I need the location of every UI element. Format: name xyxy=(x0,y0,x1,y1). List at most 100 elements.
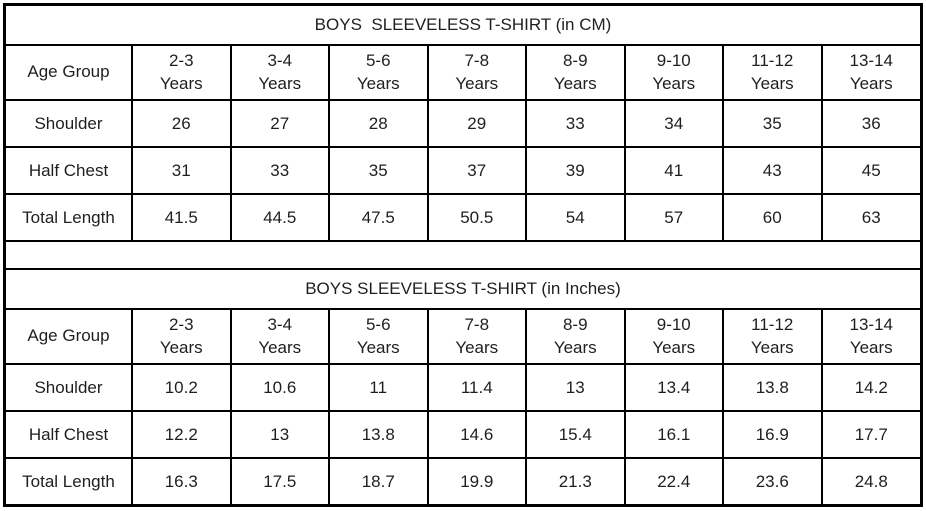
column-header-age: 8-9 Years xyxy=(525,44,626,101)
column-header-age: 9-10 Years xyxy=(623,44,724,101)
measurement-value: 37 xyxy=(426,146,527,195)
age-unit: Years xyxy=(455,73,499,93)
age-unit: Years xyxy=(455,337,499,357)
table-row: BOYS SLEEVELESS T-SHIRT (in CM) xyxy=(5,5,921,46)
column-header-age: 11-12 Years xyxy=(722,308,823,365)
age-unit: Years xyxy=(553,337,597,357)
measurement-value: 18.7 xyxy=(328,457,429,505)
age-range: 8-9 xyxy=(562,314,588,334)
column-header-age: 13-14 Years xyxy=(820,44,921,101)
row-label-total-length: Total Length xyxy=(5,457,133,505)
age-range: 13-14 xyxy=(849,50,893,70)
measurement-value: 17.7 xyxy=(820,410,921,459)
measurement-value: 28 xyxy=(328,99,429,148)
measurement-value: 13.4 xyxy=(623,363,724,412)
measurement-value: 16.1 xyxy=(623,410,724,459)
measurement-value: 23.6 xyxy=(722,457,823,505)
measurement-value: 10.2 xyxy=(131,363,232,412)
age-range: 5-6 xyxy=(365,314,391,334)
measurement-value: 13.8 xyxy=(722,363,823,412)
measurement-value: 41 xyxy=(623,146,724,195)
column-header-age: 8-9 Years xyxy=(525,308,626,365)
age-unit: Years xyxy=(750,337,794,357)
measurement-value: 43 xyxy=(722,146,823,195)
measurement-value: 33 xyxy=(525,99,626,148)
size-table-inches: BOYS SLEEVELESS T-SHIRT (in Inches) Age … xyxy=(5,269,921,505)
measurement-value: 45 xyxy=(820,146,921,195)
measurement-value: 35 xyxy=(722,99,823,148)
measurement-value: 29 xyxy=(426,99,527,148)
age-range: 3-4 xyxy=(267,50,293,70)
measurement-value: 54 xyxy=(525,193,626,241)
row-label-shoulder: Shoulder xyxy=(5,363,133,412)
age-unit: Years xyxy=(652,73,696,93)
age-unit: Years xyxy=(356,73,400,93)
age-unit: Years xyxy=(553,73,597,93)
column-header-age: 5-6 Years xyxy=(328,308,429,365)
age-unit: Years xyxy=(159,73,203,93)
row-label-half-chest: Half Chest xyxy=(5,146,133,195)
measurement-value: 39 xyxy=(525,146,626,195)
age-unit: Years xyxy=(849,337,893,357)
age-unit: Years xyxy=(159,337,203,357)
measurement-value: 31 xyxy=(131,146,232,195)
measurement-value: 16.3 xyxy=(131,457,232,505)
measurement-value: 35 xyxy=(328,146,429,195)
age-range: 11-12 xyxy=(751,50,794,70)
measurement-value: 33 xyxy=(229,146,330,195)
age-unit: Years xyxy=(750,73,794,93)
age-unit: Years xyxy=(258,73,302,93)
measurement-value: 14.6 xyxy=(426,410,527,459)
column-header-age: 3-4 Years xyxy=(229,44,330,101)
measurement-value: 13 xyxy=(229,410,330,459)
table-row: Total Length 16.3 17.5 18.7 19.9 21.3 22… xyxy=(5,457,921,505)
age-range: 9-10 xyxy=(656,50,691,70)
column-header-age: 11-12 Years xyxy=(722,44,823,101)
measurement-value: 60 xyxy=(722,193,823,241)
measurement-value: 34 xyxy=(623,99,724,148)
measurement-value: 11.4 xyxy=(426,363,527,412)
table-row: Shoulder 26 27 28 29 33 34 35 36 xyxy=(5,99,921,148)
column-header-age: 7-8 Years xyxy=(426,44,527,101)
measurement-value: 15.4 xyxy=(525,410,626,459)
corner-header-age-group: Age Group xyxy=(5,44,133,101)
age-range: 2-3 xyxy=(168,314,194,334)
age-range: 3-4 xyxy=(267,314,293,334)
age-range: 7-8 xyxy=(464,314,490,334)
age-range: 7-8 xyxy=(464,50,490,70)
age-unit: Years xyxy=(356,337,400,357)
age-range: 13-14 xyxy=(849,314,893,334)
column-header-age: 5-6 Years xyxy=(328,44,429,101)
age-range: 2-3 xyxy=(168,50,194,70)
age-range: 5-6 xyxy=(365,50,391,70)
age-range: 9-10 xyxy=(656,314,691,334)
table-row: Shoulder 10.2 10.6 11 11.4 13 13.4 13.8 … xyxy=(5,363,921,412)
column-header-age: 7-8 Years xyxy=(426,308,527,365)
column-header-age: 3-4 Years xyxy=(229,308,330,365)
table-row: BOYS SLEEVELESS T-SHIRT (in Inches) xyxy=(5,269,921,310)
table-spacer xyxy=(6,240,920,270)
column-header-age: 9-10 Years xyxy=(623,308,724,365)
measurement-value: 26 xyxy=(131,99,232,148)
column-header-age: 13-14 Years xyxy=(820,308,921,365)
measurement-value: 13 xyxy=(525,363,626,412)
measurement-value: 63 xyxy=(820,193,921,241)
measurement-value: 47.5 xyxy=(328,193,429,241)
measurement-value: 44.5 xyxy=(229,193,330,241)
column-header-age: 2-3 Years xyxy=(131,44,232,101)
measurement-value: 24.8 xyxy=(820,457,921,505)
age-range: 8-9 xyxy=(562,50,588,70)
table-row: Half Chest 12.2 13 13.8 14.6 15.4 16.1 1… xyxy=(5,410,921,459)
age-unit: Years xyxy=(652,337,696,357)
row-label-total-length: Total Length xyxy=(5,193,133,241)
table-row: Half Chest 31 33 35 37 39 41 43 45 xyxy=(5,146,921,195)
column-header-age: 2-3 Years xyxy=(131,308,232,365)
measurement-value: 57 xyxy=(623,193,724,241)
corner-header-age-group: Age Group xyxy=(5,308,133,365)
measurement-value: 17.5 xyxy=(229,457,330,505)
measurement-value: 36 xyxy=(820,99,921,148)
measurement-value: 19.9 xyxy=(426,457,527,505)
size-chart: BOYS SLEEVELESS T-SHIRT (in CM) Age Grou… xyxy=(3,3,923,507)
size-table-cm: BOYS SLEEVELESS T-SHIRT (in CM) Age Grou… xyxy=(5,5,921,241)
measurement-value: 16.9 xyxy=(722,410,823,459)
